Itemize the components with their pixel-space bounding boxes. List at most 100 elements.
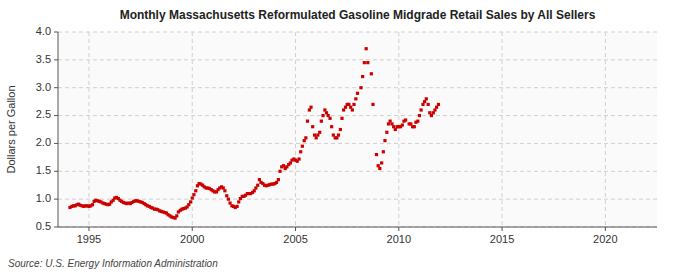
point [413, 125, 416, 128]
point [315, 136, 318, 139]
point [318, 131, 321, 134]
point [430, 114, 433, 117]
tick-label-y: 1.5 [36, 164, 51, 176]
point [428, 111, 431, 114]
point [365, 47, 368, 50]
point [390, 122, 393, 125]
tick-x [88, 227, 89, 231]
grid-line-y [58, 59, 657, 60]
point [321, 114, 324, 117]
grid-line-y [58, 115, 657, 116]
point [380, 161, 383, 164]
point [277, 178, 280, 181]
grid-line-x [88, 32, 89, 227]
grid [58, 32, 657, 227]
tick-label-y: 3.0 [36, 81, 51, 93]
tick-x [502, 227, 503, 231]
point [375, 153, 378, 156]
point [258, 178, 261, 181]
point [223, 189, 226, 192]
x-axis-line [58, 227, 657, 228]
grid-line-x [605, 32, 606, 227]
grid-line-x [502, 32, 503, 227]
point [237, 200, 240, 203]
grid-line-y [58, 143, 657, 144]
point [297, 157, 300, 160]
grid-line-x [398, 32, 399, 227]
y-axis-label: Dollars per Gallon [5, 85, 17, 173]
point [377, 164, 380, 167]
point [409, 122, 412, 125]
point [282, 164, 285, 167]
point [325, 111, 328, 114]
point [337, 133, 340, 136]
grid-line-y [58, 87, 657, 88]
point [354, 97, 357, 100]
grid-line-y [58, 199, 657, 200]
point [370, 72, 373, 75]
point [332, 133, 335, 136]
point [383, 139, 386, 142]
plot-area [58, 32, 657, 227]
chart: 0.51.01.52.02.53.03.54.01995200020052010… [0, 0, 675, 275]
point [339, 128, 342, 131]
points [68, 47, 440, 220]
point [254, 186, 257, 189]
point [301, 145, 304, 148]
point [327, 114, 330, 117]
point [299, 150, 302, 153]
point [306, 120, 309, 123]
point [387, 122, 390, 125]
tick-label-x: 2020 [593, 233, 617, 245]
point [418, 114, 421, 117]
annotation: Source: U.S. Energy Information Administ… [8, 258, 218, 269]
point [401, 123, 404, 126]
point [342, 108, 345, 111]
point [222, 186, 225, 189]
tick-label-y: 3.5 [36, 53, 51, 65]
point [361, 75, 364, 78]
grid-line-y [58, 171, 657, 172]
point [191, 196, 194, 199]
tick-y [54, 199, 58, 200]
point [356, 92, 359, 95]
point [227, 198, 230, 201]
point [371, 103, 374, 106]
point [175, 214, 178, 217]
tick-label-y: 2.0 [36, 136, 51, 148]
tick-label-x: 2000 [180, 233, 204, 245]
tick-label-y: 4.0 [36, 25, 51, 37]
point [328, 117, 331, 120]
point [320, 120, 323, 123]
point [349, 106, 352, 109]
point [363, 61, 366, 64]
point [404, 118, 407, 121]
point [378, 167, 381, 170]
point [316, 133, 319, 136]
point [304, 136, 307, 139]
point [382, 150, 385, 153]
point [366, 61, 369, 64]
y-axis-line [58, 32, 59, 227]
point [194, 189, 197, 192]
grid-line-y [58, 32, 657, 33]
point [437, 103, 440, 106]
grid-line-x [295, 32, 296, 227]
tick-y [54, 59, 58, 60]
point [309, 106, 312, 109]
point [192, 193, 195, 196]
point [225, 194, 228, 197]
point [253, 189, 256, 192]
point [420, 108, 423, 111]
point [235, 205, 238, 208]
point [359, 86, 362, 89]
point [335, 136, 338, 139]
tick-label-x: 1995 [77, 233, 101, 245]
axes: 0.51.01.52.02.53.03.54.01995200020052010… [36, 25, 657, 245]
point [303, 139, 306, 142]
chart-container: 0.51.01.52.02.53.03.54.01995200020052010… [0, 0, 675, 275]
tick-y [54, 87, 58, 88]
tick-x [295, 227, 296, 231]
point [432, 111, 435, 114]
point [352, 103, 355, 106]
